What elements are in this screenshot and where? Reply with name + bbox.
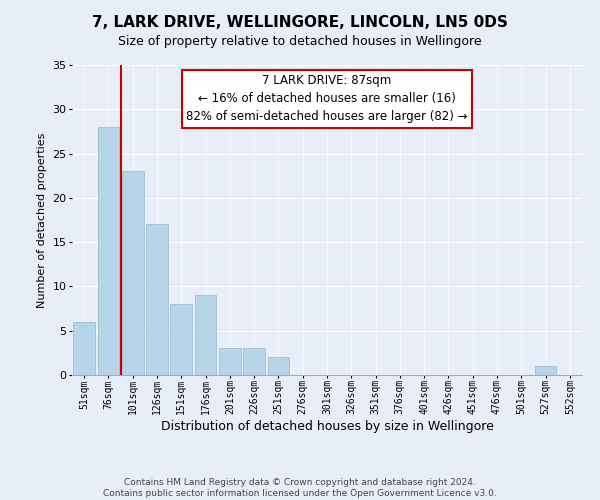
- Bar: [146, 224, 168, 375]
- Bar: [170, 304, 192, 375]
- Text: 7 LARK DRIVE: 87sqm
← 16% of detached houses are smaller (16)
82% of semi-detach: 7 LARK DRIVE: 87sqm ← 16% of detached ho…: [186, 74, 468, 124]
- Bar: [535, 366, 556, 375]
- Bar: [97, 127, 119, 375]
- Text: 7, LARK DRIVE, WELLINGORE, LINCOLN, LN5 0DS: 7, LARK DRIVE, WELLINGORE, LINCOLN, LN5 …: [92, 15, 508, 30]
- Bar: [122, 172, 143, 375]
- Bar: [219, 348, 241, 375]
- Bar: [194, 296, 217, 375]
- Text: Size of property relative to detached houses in Wellingore: Size of property relative to detached ho…: [118, 35, 482, 48]
- Text: Contains HM Land Registry data © Crown copyright and database right 2024.
Contai: Contains HM Land Registry data © Crown c…: [103, 478, 497, 498]
- X-axis label: Distribution of detached houses by size in Wellingore: Distribution of detached houses by size …: [161, 420, 493, 433]
- Bar: [243, 348, 265, 375]
- Bar: [73, 322, 95, 375]
- Bar: [268, 358, 289, 375]
- Y-axis label: Number of detached properties: Number of detached properties: [37, 132, 47, 308]
